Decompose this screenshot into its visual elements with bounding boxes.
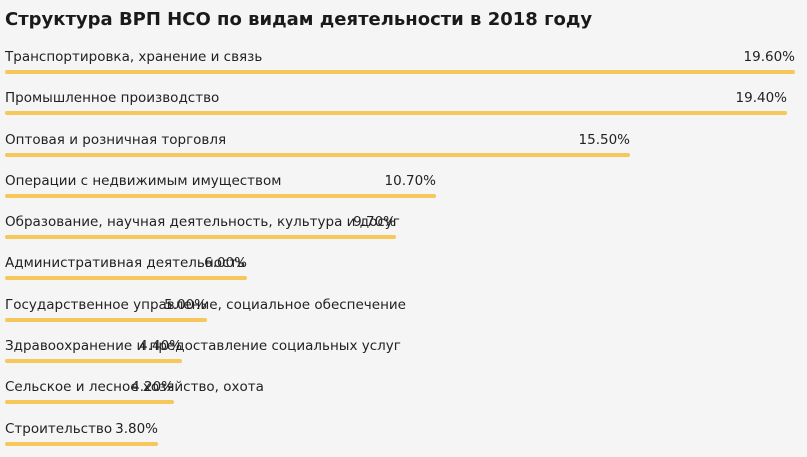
bar xyxy=(5,400,174,405)
bar-row: Транспортировка, хранение и связь 19.60% xyxy=(0,44,807,85)
bar-row: Образование, научная деятельность, культ… xyxy=(0,209,807,250)
bar-row: Оптовая и розничная торговля 15.50% xyxy=(0,127,807,168)
value-label: 5.00% xyxy=(164,296,207,313)
bar-row: Государственное управление, социальное о… xyxy=(0,292,807,333)
bar xyxy=(5,193,436,198)
value-label: 9.70% xyxy=(353,214,396,231)
category-label: Строительство xyxy=(5,420,113,437)
value-label: 15.50% xyxy=(578,131,630,148)
chart-title: Структура ВРП НСО по видам деятельности … xyxy=(5,9,593,30)
bar-row: Сельское и лесное хозяйство, охота 4.20% xyxy=(0,374,807,415)
category-label: Сельское и лесное хозяйство, охота xyxy=(5,379,264,396)
category-label: Транспортировка, хранение и связь xyxy=(5,49,263,65)
bar xyxy=(5,359,182,364)
bar xyxy=(5,111,787,116)
category-label: Операции с недвижимым имуществом xyxy=(5,172,282,189)
category-label: Образование, научная деятельность, культ… xyxy=(5,214,400,231)
category-label: Оптовая и розничная торговля xyxy=(5,131,227,148)
bar-row: Административная деятельность 6.00% xyxy=(0,250,807,291)
value-label: 19.40% xyxy=(735,90,787,107)
bar-row: Промышленное производство 19.40% xyxy=(0,85,807,126)
value-label: 6.00% xyxy=(204,255,247,272)
value-label: 10.70% xyxy=(384,172,436,189)
value-label: 4.20% xyxy=(131,379,174,396)
bar-list: Транспортировка, хранение и связь 19.60% П… xyxy=(0,44,807,457)
bar xyxy=(5,441,158,446)
bar-row: Операции с недвижимым имуществом 10.70% xyxy=(0,168,807,209)
bar xyxy=(5,70,795,74)
category-label: Государственное управление, социальное о… xyxy=(5,296,406,313)
bar-row: Строительство 3.80% xyxy=(0,416,807,457)
value-label: 19.60% xyxy=(743,49,795,65)
bar xyxy=(5,152,630,157)
value-label: 3.80% xyxy=(115,420,158,437)
bar xyxy=(5,317,207,322)
value-label: 4.40% xyxy=(139,338,182,355)
category-label: Административная деятельность xyxy=(5,255,246,272)
bar xyxy=(5,276,247,281)
bar-row: Здравоохранение и предоставление социаль… xyxy=(0,333,807,374)
bar xyxy=(5,235,396,240)
category-label: Промышленное производство xyxy=(5,90,220,107)
category-label: Здравоохранение и предоставление социаль… xyxy=(5,338,401,355)
